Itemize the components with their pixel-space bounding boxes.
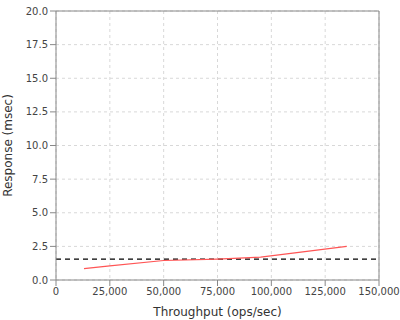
svg-text:20.0: 20.0 bbox=[26, 6, 48, 17]
svg-text:7.5: 7.5 bbox=[32, 174, 48, 185]
svg-text:125,000: 125,000 bbox=[304, 286, 345, 297]
svg-text:Response (msec): Response (msec) bbox=[8, 94, 15, 197]
svg-text:0.0: 0.0 bbox=[32, 275, 48, 286]
svg-text:25,000: 25,000 bbox=[92, 286, 127, 297]
svg-text:100,000: 100,000 bbox=[251, 286, 292, 297]
svg-text:12.5: 12.5 bbox=[26, 106, 48, 117]
svg-text:10.0: 10.0 bbox=[26, 140, 48, 151]
svg-text:Throughput (ops/sec): Throughput (ops/sec) bbox=[152, 305, 281, 319]
svg-text:50,000: 50,000 bbox=[146, 286, 181, 297]
svg-text:150,000: 150,000 bbox=[358, 286, 392, 297]
svg-text:15.0: 15.0 bbox=[26, 73, 48, 84]
svg-text:5.0: 5.0 bbox=[32, 207, 48, 218]
svg-text:0: 0 bbox=[53, 286, 59, 297]
svg-text:2.5: 2.5 bbox=[32, 241, 48, 252]
svg-text:75,000: 75,000 bbox=[200, 286, 235, 297]
svg-text:17.5: 17.5 bbox=[26, 39, 48, 50]
